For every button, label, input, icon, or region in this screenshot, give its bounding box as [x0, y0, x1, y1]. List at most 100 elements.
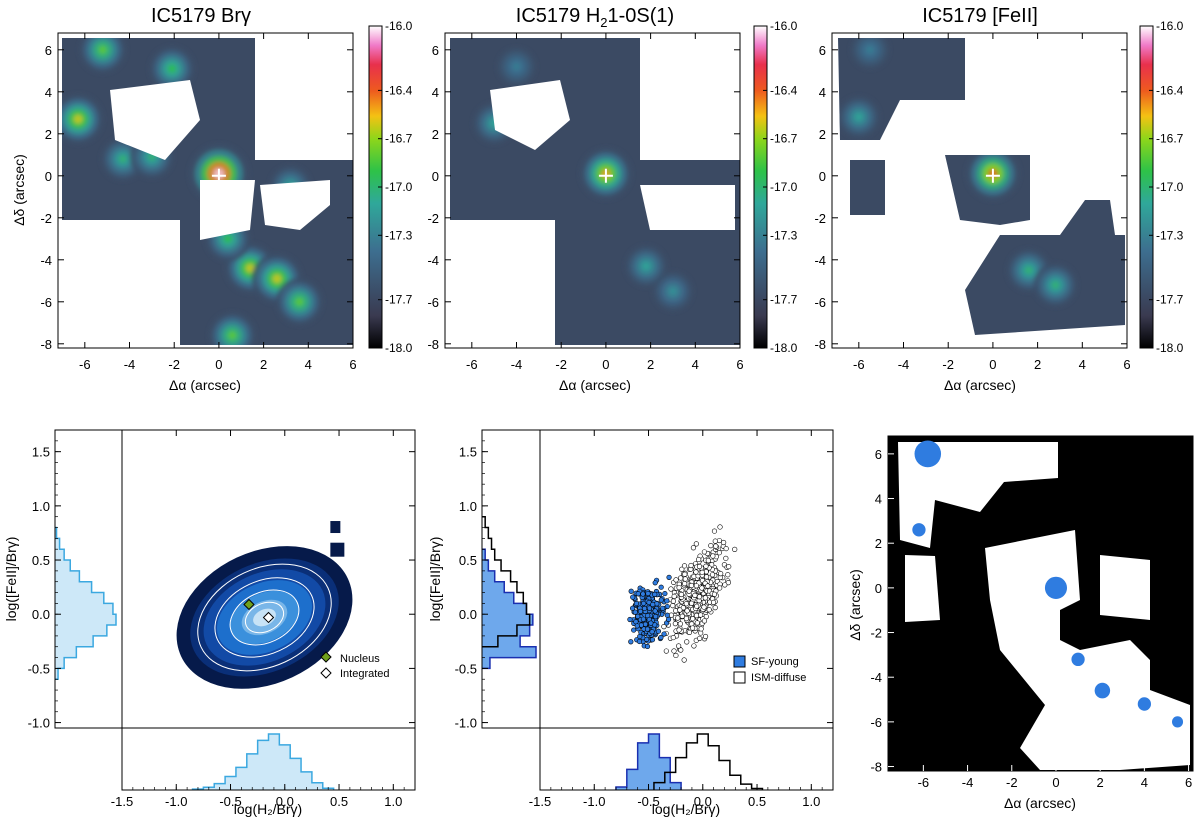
colorbar-tick-label: -16.0 — [770, 19, 798, 33]
ism-diffuse-point — [711, 528, 718, 534]
ism-diffuse-x-histogram — [653, 733, 764, 790]
ism-diffuse-point — [699, 569, 705, 575]
colorbar-tick-label: -16.4 — [1156, 83, 1184, 97]
emission-blob — [513, 63, 520, 71]
density-contour — [214, 577, 315, 658]
y-tick-label: -2 — [40, 211, 52, 226]
y-tick-label: -8 — [40, 337, 52, 352]
ism-diffuse-point — [713, 543, 719, 549]
ism-diffuse-point — [684, 608, 690, 614]
feii-map-frame — [831, 32, 1128, 349]
colorbar-tick-label: -18.0 — [770, 341, 798, 355]
ism-diffuse-point — [721, 539, 727, 546]
density-legend: Nucleus Integrated — [320, 651, 390, 680]
sf-young-legend-marker — [733, 655, 746, 668]
sf-young-point — [641, 605, 648, 612]
ism-diffuse-point — [718, 571, 724, 577]
ism-diffuse-point — [688, 582, 695, 589]
y-tick-label: -4 — [40, 253, 52, 268]
sf-young-point — [628, 588, 634, 594]
scatter-legend: SF-young ISM-diffuse — [733, 655, 806, 684]
y-tick-label: 0.0 — [32, 607, 50, 622]
density-contour — [197, 563, 332, 672]
density-outlier-pixel — [330, 521, 341, 534]
sf-young-point — [653, 614, 659, 620]
sf-young-point — [645, 590, 651, 597]
emission-blob — [272, 274, 282, 284]
y-tick-label: -4 — [427, 253, 439, 268]
sf-young-point — [633, 600, 640, 607]
feii-map-panel: IC5179 [FeII] -6 -4 -2 0 2 4 6 6 4 2 0 -2 -4 -6 -8 Δα … — [814, 5, 1183, 393]
ism-diffuse-point — [693, 583, 700, 589]
sf-young-point — [655, 628, 661, 634]
ism-diffuse-point — [681, 563, 688, 569]
colorbar-tick-label: -17.3 — [1156, 228, 1184, 242]
ism-diffuse-point — [678, 591, 684, 598]
y-tick-label: -6 — [427, 295, 439, 310]
colorbar-tick-label: -17.0 — [1156, 180, 1184, 194]
sf-young-point — [652, 591, 658, 597]
sf-young-point — [635, 613, 641, 619]
ism-diffuse-point — [732, 546, 738, 552]
ism-diffuse-point — [691, 573, 697, 580]
sf-young-point — [662, 590, 668, 597]
density-contour — [244, 601, 285, 634]
sf-young-point — [636, 638, 643, 645]
sf-young-region — [1137, 697, 1152, 711]
diffuse-region — [1100, 555, 1150, 620]
x-tick-label: 1.0 — [384, 794, 402, 809]
y-tick-label: -2 — [427, 211, 439, 226]
ism-diffuse-point — [675, 615, 681, 621]
x-tick-label: -2 — [555, 357, 567, 372]
scatter-diagram-ticks: -1.5 -1.0 -0.5 0.0 0.5 1.0 1.5 1.0 0.5 0.0 -0.5 -1.… — [455, 429, 834, 809]
ism-diffuse-point — [690, 545, 697, 551]
brgamma-map-title: IC5179 Brγ — [151, 5, 251, 27]
y-tick-label: -2 — [870, 626, 882, 641]
x-tick-label: -6 — [918, 775, 930, 790]
ism-diffuse-point — [725, 572, 731, 578]
density-diagram-panel: -1.5 -1.0 -0.5 0.0 0.5 1.0 1.5 1.0 0.5 0.0 -0.5 -1.… — [3, 429, 416, 817]
map-masked-region — [260, 180, 330, 230]
ism-diffuse-point — [661, 624, 667, 630]
region-mask-panel: -6 -4 -2 0 2 4 6 6 4 2 0 -2 -4 -6 -8 Δα (arcsec) Δδ (a… — [847, 435, 1194, 811]
ism-diffuse-point — [717, 524, 723, 530]
sf-young-point — [664, 612, 670, 618]
sf-young-point — [658, 634, 664, 641]
ism-diffuse-point — [693, 541, 699, 547]
ism-diffuse-point — [698, 612, 704, 618]
ism-diffuse-point — [694, 620, 700, 626]
sf-young-point — [644, 626, 651, 632]
y-tick-label: 0 — [819, 169, 826, 184]
feii-colorbar-ticks: -16.0 -16.4 -16.7 -17.0 -17.3 -17.7 -18.0 — [1149, 19, 1184, 355]
emission-blob — [1024, 266, 1033, 275]
y-tick-label: 1.5 — [459, 445, 477, 460]
y-tick-label: -6 — [40, 295, 52, 310]
y-tick-label: 4 — [875, 492, 882, 507]
ism-diffuse-point — [682, 580, 688, 587]
ism-diffuse-point — [679, 566, 685, 572]
ism-diffuse-point — [705, 558, 711, 564]
y-tick-label: 6 — [875, 447, 882, 462]
sf-young-point — [632, 609, 638, 615]
brgamma-map-ylabel: Δδ (arcsec) — [11, 154, 27, 226]
colorbar-tick-label: -16.4 — [385, 83, 413, 97]
ism-diffuse-point — [686, 588, 692, 594]
colorbar-tick-label: -16.0 — [1156, 19, 1184, 33]
sf-young-point — [649, 637, 656, 643]
ism-diffuse-point — [676, 627, 682, 633]
x-tick-label: 1.0 — [802, 794, 820, 809]
feii-map-ticks: -6 -4 -2 0 2 4 6 6 4 2 0 -2 -4 -6 -8 — [814, 33, 1131, 372]
ism-diffuse-point — [678, 647, 684, 653]
sf-young-point — [631, 627, 637, 633]
x-tick-label: -4 — [962, 775, 974, 790]
sf-young-point — [648, 620, 654, 626]
y-tick-label: 0 — [875, 581, 882, 596]
ism-diffuse-point — [696, 594, 703, 600]
ism-diffuse-point — [693, 569, 699, 575]
ism-diffuse-point — [689, 625, 696, 631]
ism-diffuse-point — [663, 648, 669, 654]
ism-diffuse-point — [688, 562, 694, 569]
colorbar-tick-label: -17.3 — [770, 228, 798, 242]
sf-young-y-histogram — [482, 548, 537, 670]
ism-diffuse-point — [683, 601, 689, 607]
